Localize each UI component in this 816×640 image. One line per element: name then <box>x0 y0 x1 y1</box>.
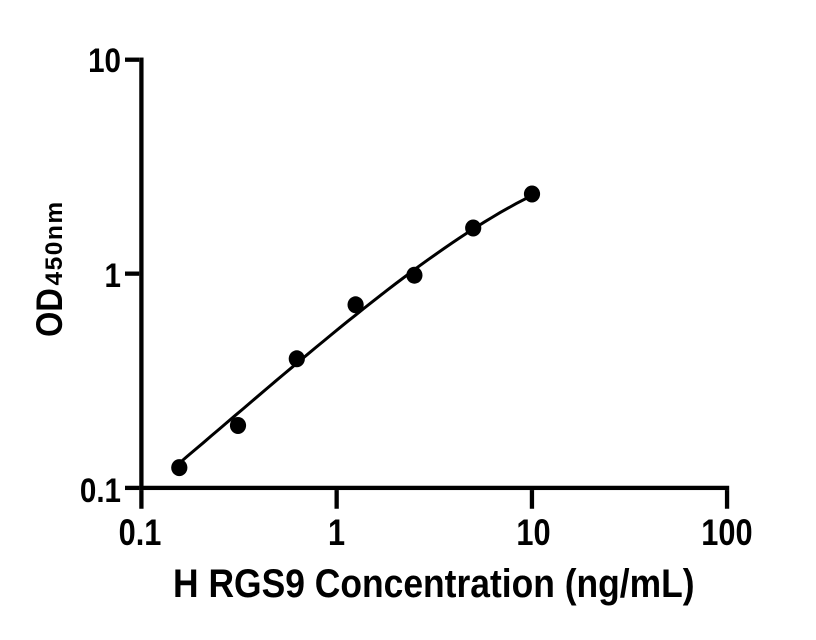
svg-text:450nm: 450nm <box>41 200 68 285</box>
svg-text:100: 100 <box>701 512 752 554</box>
svg-text:1: 1 <box>105 256 121 294</box>
svg-text:10: 10 <box>88 41 121 79</box>
svg-text:10: 10 <box>516 512 550 554</box>
svg-text:OD: OD <box>29 288 71 337</box>
svg-text:0.1: 0.1 <box>80 471 121 509</box>
svg-text:1: 1 <box>328 512 345 554</box>
svg-text:0.1: 0.1 <box>119 512 162 554</box>
svg-text:H RGS9 Concentration (ng/mL): H RGS9 Concentration (ng/mL) <box>173 561 695 605</box>
